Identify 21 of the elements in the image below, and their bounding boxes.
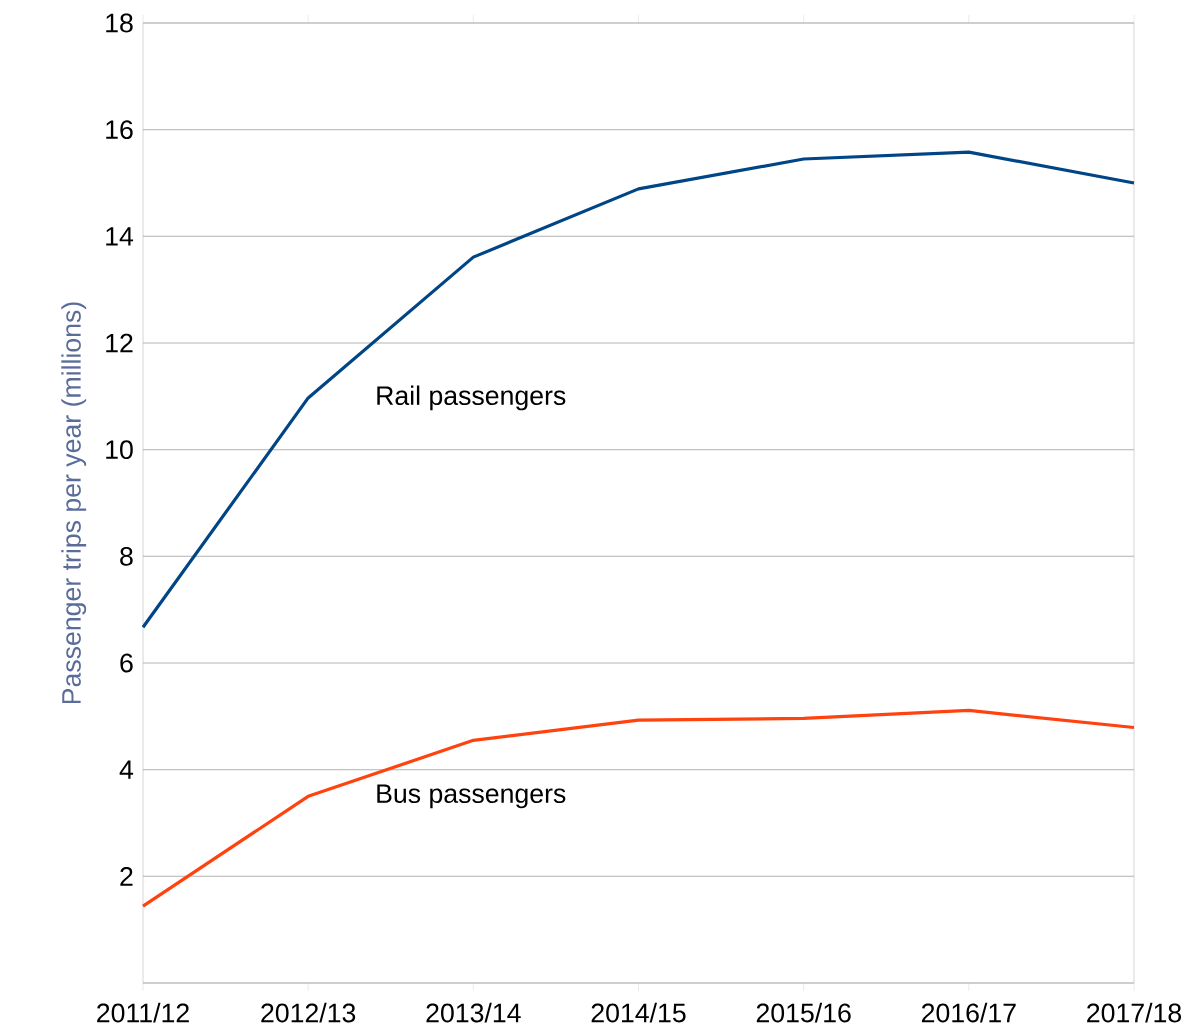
x-tick-label: 2015/16 [756, 1002, 851, 1023]
y-tick-label: 6 [120, 653, 133, 673]
x-tick-label: 2011/12 [97, 1002, 189, 1023]
x-tick-label: 2016/17 [921, 1002, 1016, 1023]
y-tick-label: 14 [106, 227, 134, 246]
y-tick-label: 16 [106, 120, 133, 140]
x-tick-label: 2013/14 [426, 1002, 521, 1023]
y-tick-label: 2 [120, 867, 133, 886]
line-series [141, 150, 1136, 629]
y-tick-label: 4 [119, 760, 134, 779]
y-tick-label: 8 [120, 546, 133, 566]
line-series [141, 708, 1136, 908]
x-tick-label: 2017/18 [1087, 1002, 1182, 1023]
y-tick-label: 10 [106, 440, 133, 460]
y-tick-label: 12 [106, 333, 133, 353]
y-tick-label: 18 [106, 13, 133, 33]
x-tick-label: 2012/13 [261, 1002, 356, 1023]
x-tick-label: 2014/15 [591, 1002, 686, 1023]
series-label: Bus passengers [377, 784, 566, 809]
series-label: Rail passengers [377, 385, 566, 411]
y-axis-title: Passenger trips per year (millions) [61, 302, 87, 704]
